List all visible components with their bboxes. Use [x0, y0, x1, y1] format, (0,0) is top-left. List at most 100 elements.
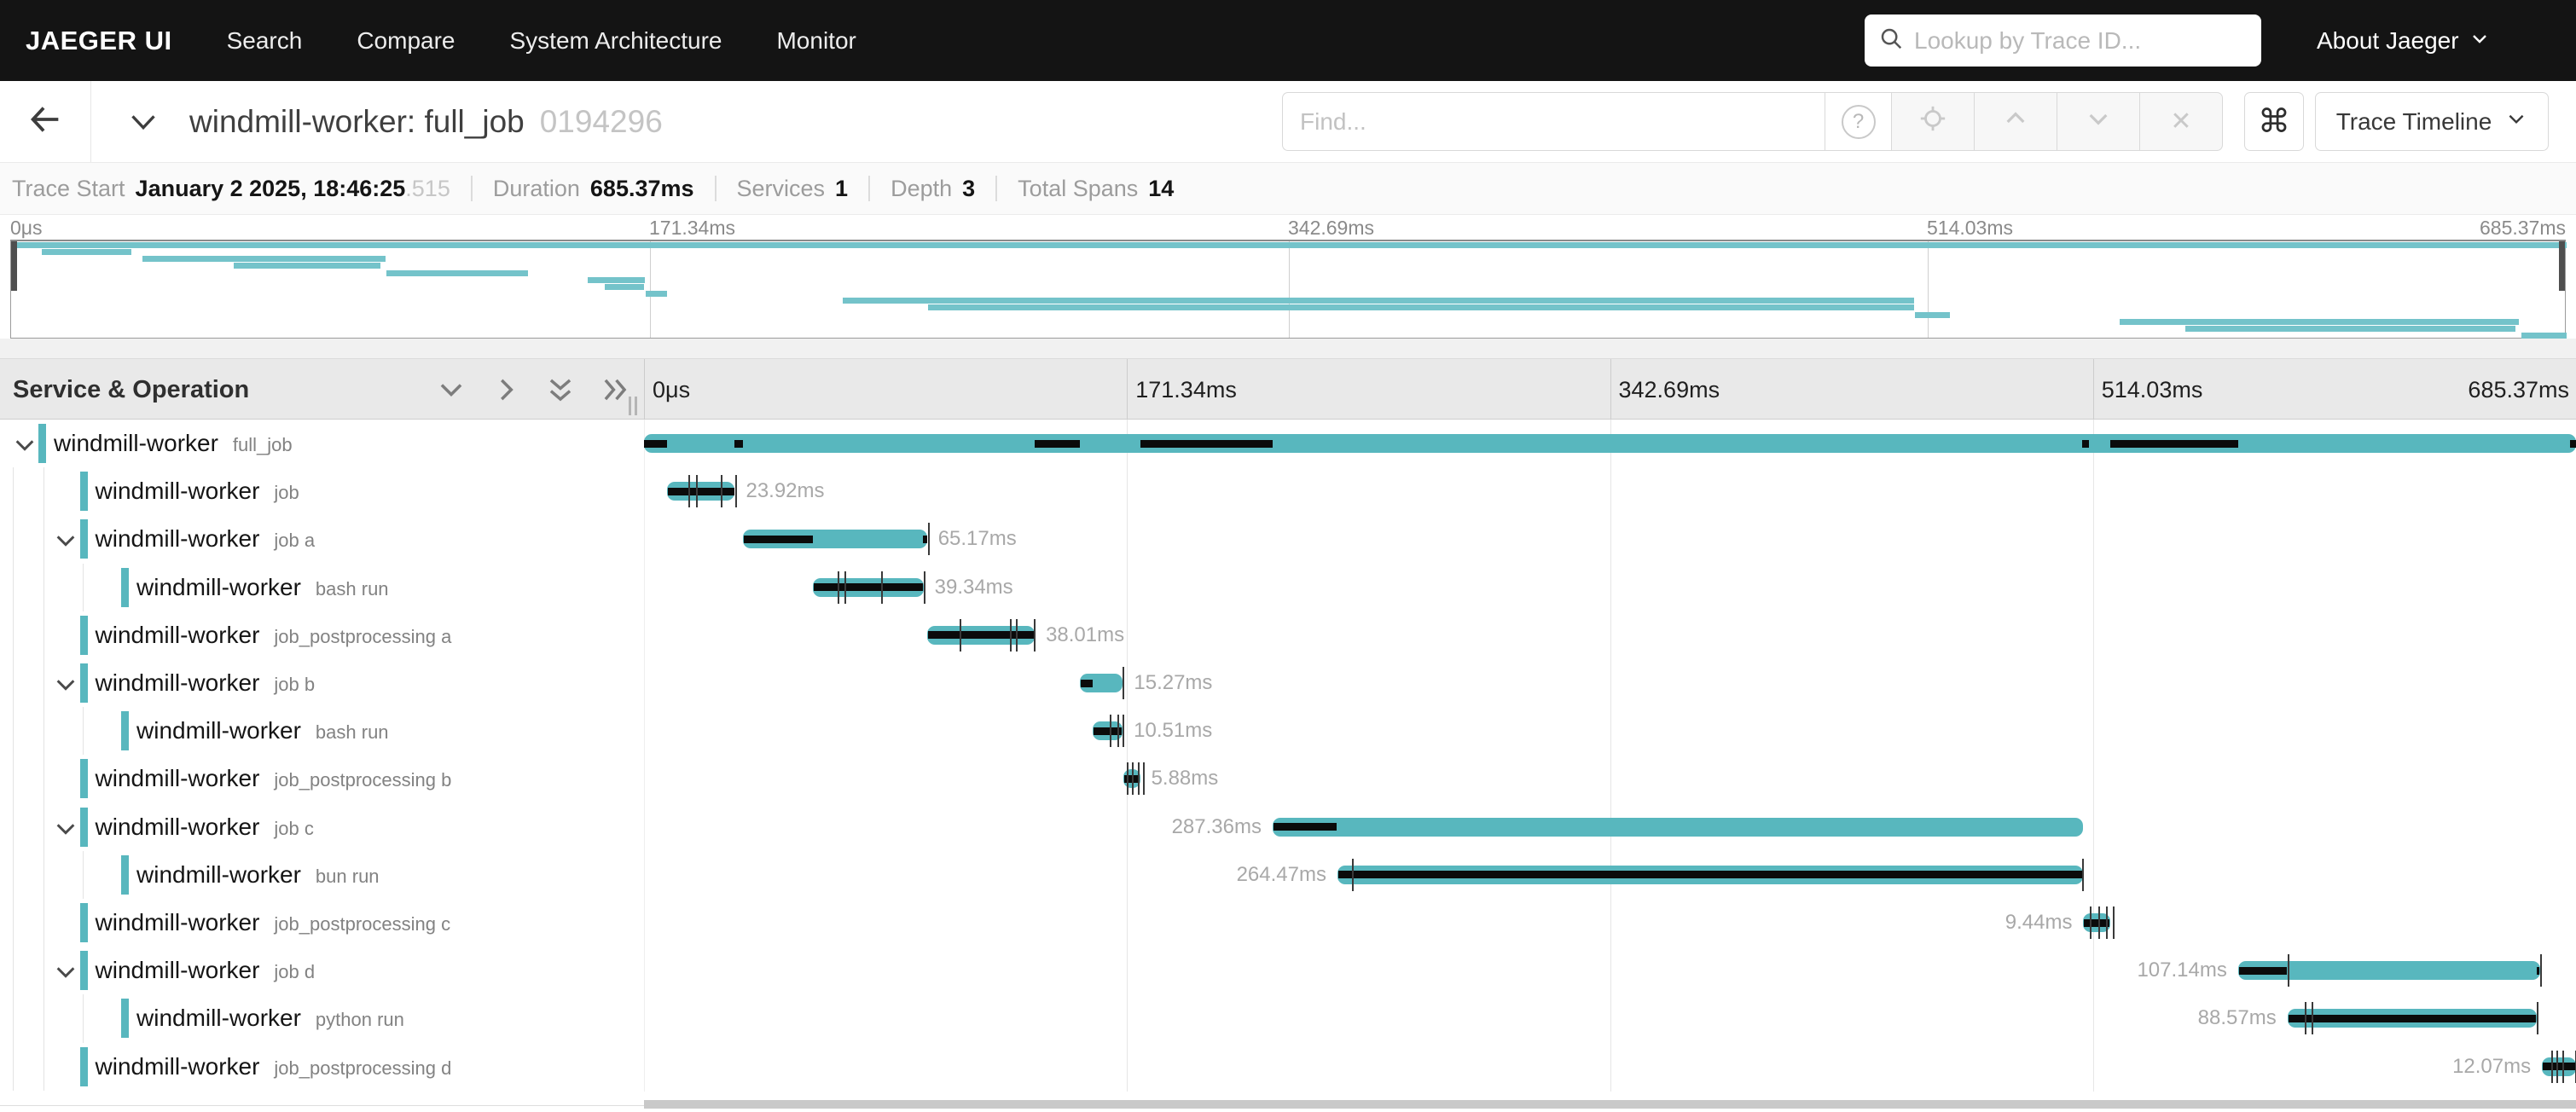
focus-span-button[interactable]	[1892, 92, 1975, 151]
divider	[471, 176, 473, 201]
minimap-gridline	[1928, 241, 1929, 338]
indent-guide	[13, 707, 14, 755]
minimap-canvas[interactable]	[10, 240, 2566, 339]
chevron-down-icon[interactable]	[51, 527, 80, 559]
indent-guide	[83, 707, 84, 755]
span-event-marker	[2098, 906, 2100, 939]
collapse-trace-chevron[interactable]	[125, 105, 162, 143]
timeline-tick-label: 342.69ms	[1619, 359, 1720, 420]
minimap-left-handle[interactable]	[11, 241, 17, 291]
chevron-down-icon[interactable]	[51, 959, 80, 990]
span-row[interactable]: windmill-workerjob a65.17ms	[0, 515, 2576, 563]
operation-name: job_postprocessing b	[274, 769, 451, 791]
span-row[interactable]: windmill-workerbash run10.51ms	[0, 707, 2576, 755]
span-event-marker	[2556, 1051, 2558, 1083]
span-row[interactable]: windmill-workerjob d107.14ms	[0, 947, 2576, 994]
indent-guide	[13, 659, 14, 707]
minimap-tick-label: 685.37ms	[2480, 217, 2566, 240]
span-row[interactable]: windmill-workerjob b15.27ms	[0, 659, 2576, 707]
nav-item-compare[interactable]: Compare	[357, 27, 455, 55]
nav-item-monitor[interactable]: Monitor	[776, 27, 856, 55]
critical-path-segment	[2289, 1015, 2537, 1022]
trace-view-selector[interactable]: Trace Timeline	[2315, 92, 2549, 151]
keyboard-shortcuts-button[interactable]: ⌘	[2244, 92, 2304, 151]
service-color-chip	[80, 472, 88, 511]
span-row[interactable]: windmill-workerjob_postprocessing b5.88m…	[0, 755, 2576, 802]
collapse-one-icon[interactable]	[435, 374, 467, 406]
minimap-span-bar	[646, 291, 668, 297]
span-event-marker	[721, 475, 722, 507]
prev-result-button[interactable]	[1975, 92, 2057, 151]
span-bar[interactable]	[1273, 818, 2083, 837]
next-result-button[interactable]	[2057, 92, 2140, 151]
span-bar[interactable]	[644, 434, 2576, 453]
span-row[interactable]: windmill-workerjob23.92ms	[0, 467, 2576, 515]
indent-guide	[13, 994, 14, 1042]
command-icon: ⌘	[2258, 102, 2290, 141]
span-event-marker	[1143, 762, 1145, 795]
timeline-tick-label: 0μs	[653, 359, 690, 420]
chevron-down-icon[interactable]	[51, 815, 80, 847]
span-event-marker	[2537, 1002, 2538, 1034]
chevron-down-icon[interactable]	[51, 671, 80, 703]
minimap-span-bar	[2521, 333, 2567, 339]
critical-path-segment	[1140, 440, 1273, 448]
span-row[interactable]: windmill-workerbun run264.47ms	[0, 851, 2576, 899]
span-event-marker	[2106, 906, 2108, 939]
span-row[interactable]: windmill-workerfull_job	[0, 420, 2576, 467]
find-help[interactable]: ?	[1825, 92, 1892, 151]
divider	[715, 176, 717, 201]
span-event-marker	[1034, 619, 1036, 652]
span-duration-label: 287.36ms	[1172, 803, 1262, 851]
critical-path-segment	[2543, 1063, 2575, 1070]
service-name: windmill-worker	[96, 947, 260, 994]
column-resizer-handle[interactable]	[629, 397, 637, 415]
critical-path-segment	[2110, 440, 2238, 448]
collapse-all-icon[interactable]	[544, 374, 577, 406]
clear-find-button[interactable]: ✕	[2140, 92, 2223, 151]
span-event-marker	[1138, 762, 1140, 795]
span-row[interactable]: windmill-workerjob_postprocessing a38.01…	[0, 611, 2576, 659]
minimap-span-bar	[605, 284, 644, 290]
jaeger-logo[interactable]: JAEGER UI	[26, 26, 172, 56]
list-bottom-border	[0, 1105, 644, 1106]
critical-path-segment	[744, 536, 813, 543]
service-name: windmill-worker	[96, 611, 260, 659]
span-row[interactable]: windmill-workerjob_postprocessing d12.07…	[0, 1043, 2576, 1091]
span-row[interactable]: windmill-workerjob_postprocessing c9.44m…	[0, 899, 2576, 947]
search-icon	[1878, 26, 1904, 55]
span-rows: windmill-workerfull_jobwindmill-workerjo…	[0, 420, 2576, 1092]
operation-name: job_postprocessing d	[274, 1057, 451, 1080]
nav-item-search[interactable]: Search	[227, 27, 303, 55]
jaeger-trace-page: JAEGER UI Search Compare System Architec…	[0, 0, 2576, 1112]
operation-name: bun run	[316, 866, 380, 888]
service-color-chip	[121, 855, 129, 895]
span-event-marker	[2305, 1002, 2306, 1034]
back-button[interactable]	[0, 81, 91, 162]
expand-all-icon[interactable]	[599, 374, 631, 406]
span-row[interactable]: windmill-workerjob c287.36ms	[0, 803, 2576, 851]
chevron-down-icon[interactable]	[10, 431, 39, 463]
indent-guide	[83, 994, 84, 1042]
section-spacer	[0, 339, 2576, 358]
critical-path-segment	[923, 536, 927, 543]
span-event-marker	[1117, 715, 1119, 747]
span-row[interactable]: windmill-workerbash run39.34ms	[0, 564, 2576, 611]
timeline-gridline	[1610, 359, 1611, 420]
minimap-right-handle[interactable]	[2559, 241, 2565, 291]
trace-start-value: January 2 2025, 18:46:25.515	[136, 176, 450, 202]
service-color-chip	[121, 568, 129, 607]
nav-item-system-architecture[interactable]: System Architecture	[510, 27, 722, 55]
trace-id-short: 0194296	[540, 104, 663, 140]
trace-id-input[interactable]	[1914, 27, 2248, 55]
span-row[interactable]: windmill-workerpython run88.57ms	[0, 994, 2576, 1042]
close-icon: ✕	[2170, 107, 2191, 136]
horizontal-scrollbar[interactable]	[644, 1100, 2576, 1109]
minimap-span-bar	[588, 277, 645, 283]
about-jaeger-menu[interactable]: About Jaeger	[2317, 0, 2490, 81]
expand-one-icon[interactable]	[490, 374, 522, 406]
find-input[interactable]	[1282, 92, 1825, 151]
service-color-chip	[121, 999, 129, 1038]
column-divider	[644, 359, 645, 420]
operation-name: job_postprocessing c	[274, 913, 450, 935]
